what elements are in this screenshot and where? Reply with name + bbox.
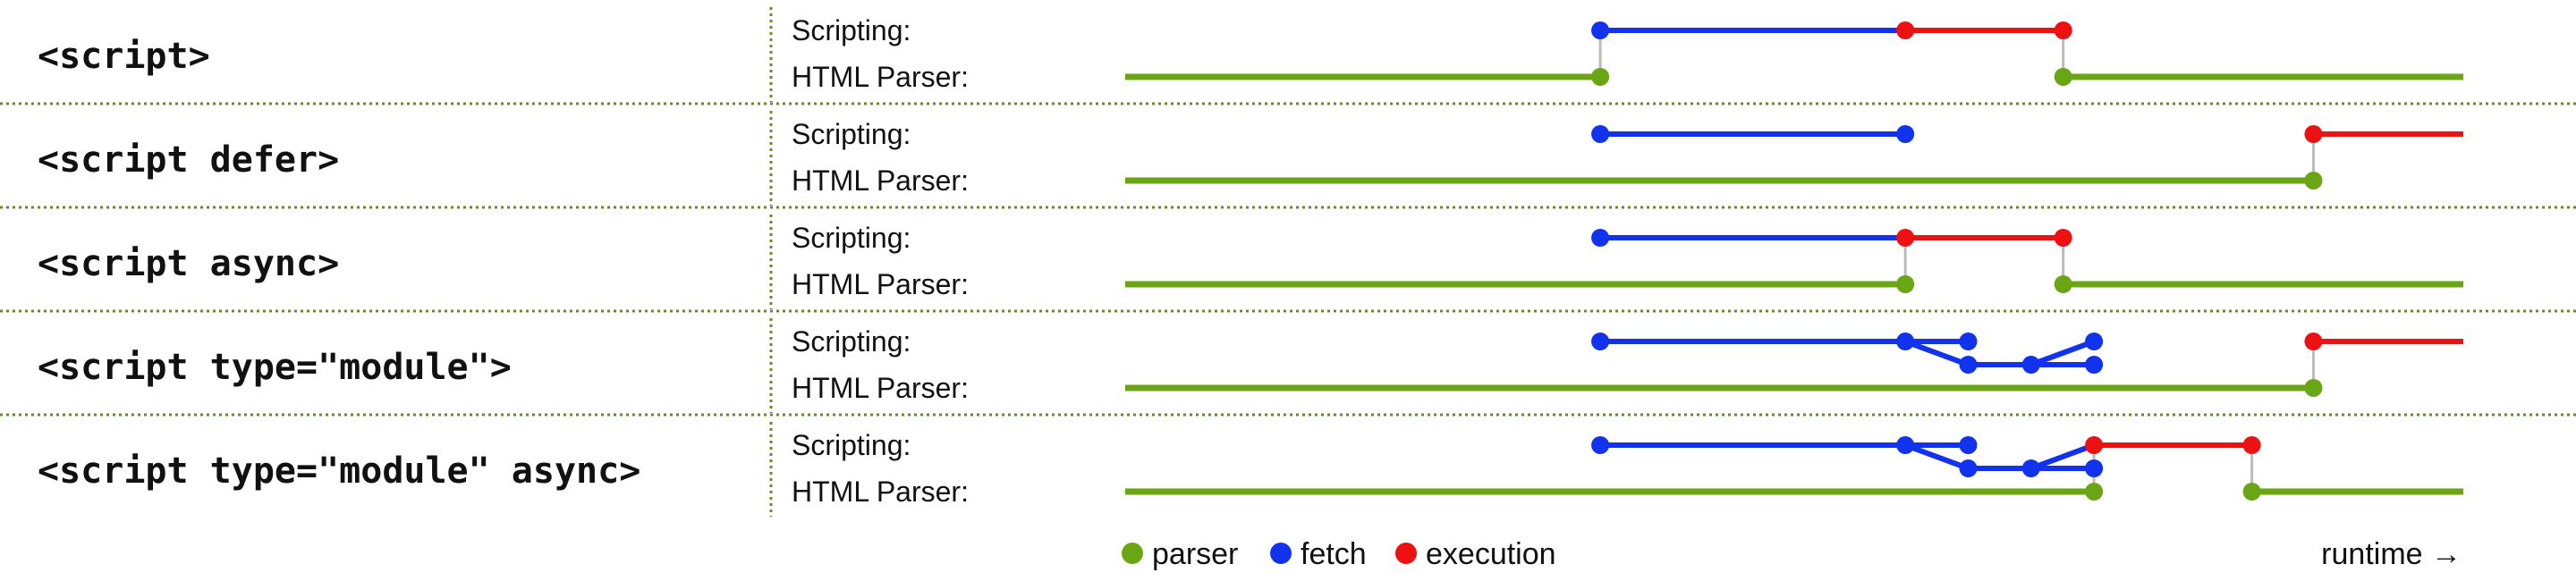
scripting-label: Scripting:	[792, 14, 911, 46]
row-2: <script defer> Scripting: HTML Parser:	[0, 111, 2576, 209]
fetch-dot	[1591, 333, 1610, 350]
fetch-line	[1904, 339, 2096, 367]
legend-fetch-dot	[1270, 543, 1292, 564]
execution-dot	[1896, 21, 1915, 39]
scripting-label: Scripting:	[792, 222, 911, 254]
fetch-dot	[1896, 125, 1915, 143]
html-parser-label: HTML Parser:	[792, 61, 969, 93]
parser-dot	[2054, 275, 2072, 293]
execution-dot	[2085, 436, 2104, 454]
parser-dot	[2304, 379, 2323, 397]
html-parser-label: HTML Parser:	[792, 164, 969, 197]
scripting-label: Scripting:	[792, 325, 911, 358]
execution-dot	[2054, 21, 2072, 39]
fetch-dot	[2021, 459, 2040, 477]
row-1: <script> Scripting: HTML Parser:	[0, 7, 2576, 105]
html-parser-label: HTML Parser:	[792, 268, 969, 300]
parser-dot	[2085, 483, 2104, 501]
fetch-dot	[1591, 229, 1610, 247]
fetch-dot	[2085, 356, 2104, 374]
execution-dot	[2242, 436, 2261, 454]
fetch-dot	[1896, 436, 1915, 454]
legend-parser-dot	[1122, 543, 1143, 564]
legend: parser fetch execution runtime →	[1122, 537, 2462, 571]
runtime-label: runtime →	[2321, 537, 2462, 571]
fetch-dot	[2085, 333, 2104, 350]
legend-execution-dot	[1395, 543, 1417, 564]
fetch-dot	[2021, 356, 2040, 374]
html-parser-label: HTML Parser:	[792, 372, 969, 404]
fetch-dot	[1959, 333, 1978, 350]
fetch-dot	[1591, 436, 1610, 454]
row-5-title: <script type="module" async>	[38, 450, 640, 492]
execution-dot	[2304, 333, 2323, 350]
legend-parser-label: parser	[1152, 537, 1238, 571]
fetch-dot	[1591, 125, 1610, 143]
row-4: <script type="module"> Scripting: HTML Par…	[0, 318, 2576, 417]
fetch-dot	[1959, 459, 1978, 477]
execution-dot	[1896, 229, 1915, 247]
fetch-dot	[1896, 333, 1915, 350]
fetch-dot	[1959, 356, 1978, 374]
row-4-title: <script type="module">	[38, 347, 512, 388]
fetch-dot	[2085, 459, 2104, 477]
parser-dot	[1591, 68, 1610, 86]
parser-dot	[1896, 275, 1915, 293]
fetch-line	[1904, 442, 2096, 471]
scripting-label: Scripting:	[792, 429, 911, 461]
fetch-dot	[1959, 436, 1978, 454]
row-3: <script async> Scripting: HTML Parser:	[0, 215, 2576, 313]
parser-dot	[2242, 483, 2261, 501]
fetch-dot	[1591, 21, 1610, 39]
html-parser-label: HTML Parser:	[792, 476, 969, 508]
row-1-title: <script>	[38, 36, 210, 77]
row-2-title: <script defer>	[38, 139, 339, 181]
legend-execution-label: execution	[1426, 537, 1556, 571]
scripting-label: Scripting:	[792, 118, 911, 150]
parser-dot	[2304, 172, 2323, 189]
row-3-title: <script async>	[38, 243, 339, 284]
execution-dot	[2304, 125, 2323, 143]
row-layer: <script>Scripting:HTML Parser:<script de…	[0, 7, 2576, 517]
parser-dot	[2054, 68, 2072, 86]
row-5: <script type="module" async> Scripting: HT…	[38, 422, 2463, 517]
execution-dot	[2054, 229, 2072, 247]
legend-fetch-label: fetch	[1301, 537, 1367, 571]
